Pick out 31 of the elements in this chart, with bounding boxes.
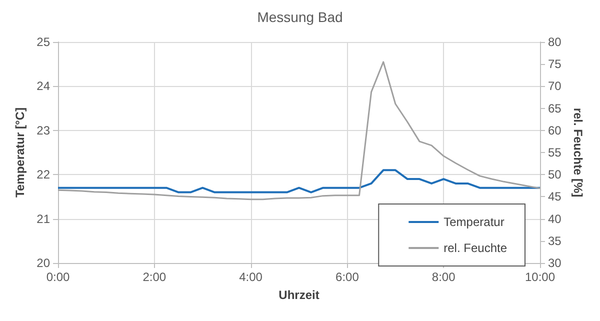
x-tick-label: 8:00 — [432, 270, 456, 284]
x-tick-label: 10:00 — [524, 270, 556, 284]
y2-axis-title: rel. Feuchte [%] — [571, 108, 586, 198]
y-tick-label: 23 — [36, 123, 50, 138]
y-axis-title: Temperatur [°C] — [12, 108, 27, 198]
y-tick-label: 25 — [36, 35, 50, 49]
x-axis-title: Uhrzeit — [278, 288, 320, 302]
legend-label: rel. Feuchte — [444, 241, 508, 255]
y2-tick-label: 35 — [548, 234, 562, 248]
y-tick-label: 21 — [36, 212, 50, 226]
y2-tick-label: 75 — [548, 57, 562, 72]
y2-tick-label: 70 — [548, 79, 562, 94]
y2-tick-label: 40 — [548, 212, 562, 226]
chart-title: Messung Bad — [257, 9, 343, 25]
x-tick-label: 0:00 — [46, 270, 70, 284]
x-tick-label: 6:00 — [336, 270, 360, 284]
x-tick-label: 2:00 — [142, 270, 166, 284]
legend-label: Temperatur — [444, 215, 504, 229]
y2-tick-label: 50 — [548, 168, 562, 182]
y2-tick-label: 80 — [548, 35, 562, 49]
y2-tick-label: 55 — [548, 146, 562, 160]
y-tick-label: 24 — [36, 79, 50, 94]
line-series — [57, 61, 541, 200]
y2-tick-label: 65 — [548, 101, 562, 116]
y-tick-label: 20 — [36, 256, 50, 270]
x-tick-label: 4:00 — [239, 270, 263, 284]
line-series — [57, 169, 541, 194]
y2-tick-label: 45 — [548, 190, 562, 204]
y2-tick-label: 60 — [548, 123, 562, 138]
y-tick-label: 22 — [36, 168, 50, 182]
y2-tick-label: 30 — [548, 256, 562, 270]
